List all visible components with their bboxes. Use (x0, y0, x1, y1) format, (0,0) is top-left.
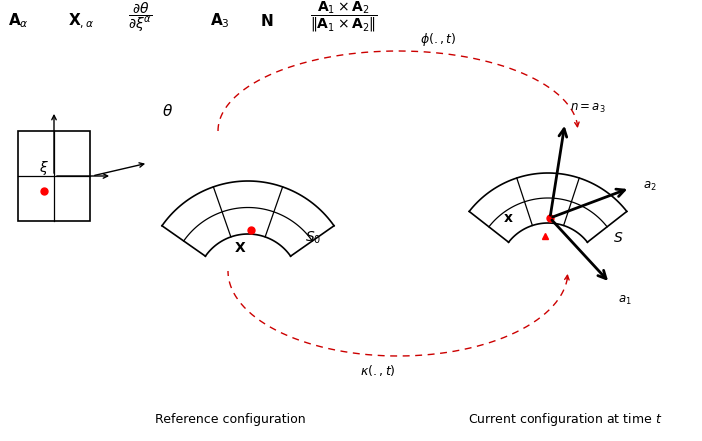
Text: Reference configuration: Reference configuration (154, 412, 305, 426)
Text: $\xi$: $\xi$ (39, 159, 49, 177)
Text: Current configuration at time $t$: Current configuration at time $t$ (468, 411, 662, 427)
Text: $\kappa(.,t)$: $\kappa(.,t)$ (360, 363, 396, 377)
Text: $\dfrac{\partial\theta}{\partial\xi^{\alpha}}$: $\dfrac{\partial\theta}{\partial\xi^{\al… (128, 0, 153, 34)
Text: $\phi(.,t)$: $\phi(.,t)$ (420, 30, 456, 48)
Text: $\mathbf{N}$: $\mathbf{N}$ (260, 13, 273, 29)
Text: $\mathbf{A}_{\alpha}$: $\mathbf{A}_{\alpha}$ (8, 11, 29, 30)
Text: $\mathbf{A}_{3}$: $\mathbf{A}_{3}$ (210, 11, 230, 30)
Text: $S_0$: $S_0$ (305, 230, 321, 246)
Text: $\theta$: $\theta$ (162, 103, 173, 119)
Text: $a_2$: $a_2$ (643, 179, 657, 193)
Text: $\mathbf{x}$: $\mathbf{x}$ (503, 211, 513, 225)
Bar (18, 131, 90, 221)
Text: $\dfrac{\mathbf{A}_1 \times \mathbf{A}_2}{\|\mathbf{A}_1 \times \mathbf{A}_2\|}$: $\dfrac{\mathbf{A}_1 \times \mathbf{A}_2… (310, 0, 378, 34)
Text: $S$: $S$ (613, 231, 623, 245)
Text: $\mathbf{X}_{,\alpha}$: $\mathbf{X}_{,\alpha}$ (68, 11, 94, 31)
Text: $a_1$: $a_1$ (618, 293, 632, 306)
Text: $\mathbf{X}$: $\mathbf{X}$ (234, 241, 246, 255)
Text: $n=a_3$: $n=a_3$ (570, 101, 606, 115)
